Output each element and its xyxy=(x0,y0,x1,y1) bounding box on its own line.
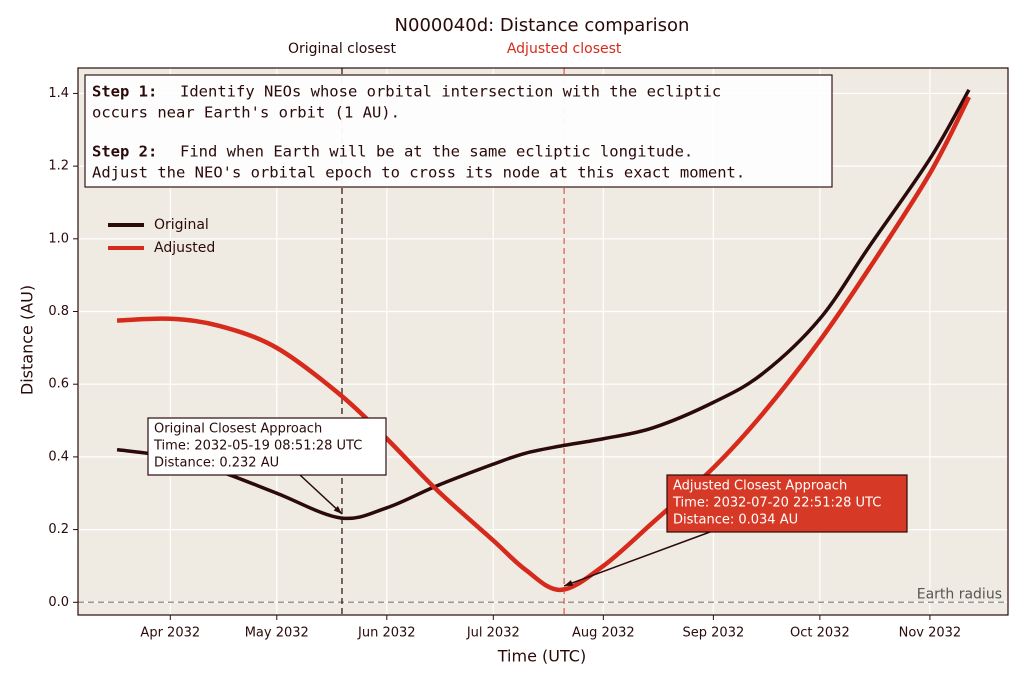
legend-label: Original xyxy=(154,217,209,233)
step-label: Step 2: xyxy=(92,143,157,161)
y-tick-label: 0.4 xyxy=(48,449,69,464)
step-text: Find when Earth will be at the same ecli… xyxy=(180,143,693,161)
step-text: occurs near Earth's orbit (1 AU). xyxy=(92,104,400,122)
y-tick-label: 1.2 xyxy=(48,159,69,174)
annotation-box xyxy=(666,474,908,533)
annotation-text: Distance: 0.232 AU xyxy=(154,456,279,471)
marker-label: Original closest xyxy=(288,41,397,57)
y-tick-label: 0.2 xyxy=(48,522,69,537)
legend-label: Adjusted xyxy=(154,240,215,256)
annotation-arrow xyxy=(563,531,711,587)
x-tick-label: May 2032 xyxy=(245,626,309,641)
x-tick-label: Oct 2032 xyxy=(790,626,850,641)
marker-label: Adjusted closest xyxy=(507,41,622,57)
line xyxy=(116,88,971,521)
steps-box xyxy=(84,74,833,188)
step-text: Adjust the NEO's orbital epoch to cross … xyxy=(92,164,745,182)
arrow-head xyxy=(564,580,574,586)
annotation-arrow xyxy=(299,474,343,515)
plot-frame xyxy=(77,67,1009,616)
y-tick-label: 1.4 xyxy=(48,86,69,101)
x-tick-label: Aug 2032 xyxy=(572,626,635,641)
annotation-box xyxy=(147,417,387,476)
x-tick-label: Jul 2032 xyxy=(466,626,520,641)
y-tick-label: 0.8 xyxy=(48,304,69,319)
x-tick-label: Jun 2032 xyxy=(357,626,416,641)
annotation-text: Adjusted Closest Approach xyxy=(673,479,847,494)
x-tick-label: Apr 2032 xyxy=(140,626,200,641)
annotation-text: Distance: 0.034 AU xyxy=(673,513,798,528)
y-tick-label: 1.0 xyxy=(48,231,69,246)
chart-title: N000040d: Distance comparison xyxy=(395,15,690,36)
x-tick-label: Sep 2032 xyxy=(683,626,745,641)
annotation-text: Time: 2032-05-19 08:51:28 UTC xyxy=(153,439,362,454)
line xyxy=(116,96,971,593)
step-label: Step 1: xyxy=(92,83,157,101)
x-axis-label: Time (UTC) xyxy=(497,647,586,666)
reference-label: Earth radius xyxy=(917,586,1002,602)
annotation-text: Time: 2032-07-20 22:51:28 UTC xyxy=(672,496,881,511)
y-tick-label: 0.0 xyxy=(48,595,69,610)
annotation-text: Original Closest Approach xyxy=(154,422,322,437)
y-tick-label: 0.6 xyxy=(48,377,69,392)
x-tick-label: Nov 2032 xyxy=(899,626,962,641)
step-text: Identify NEOs whose orbital intersection… xyxy=(180,83,721,101)
y-axis-label: Distance (AU) xyxy=(18,285,37,395)
arrow-head xyxy=(333,505,342,514)
